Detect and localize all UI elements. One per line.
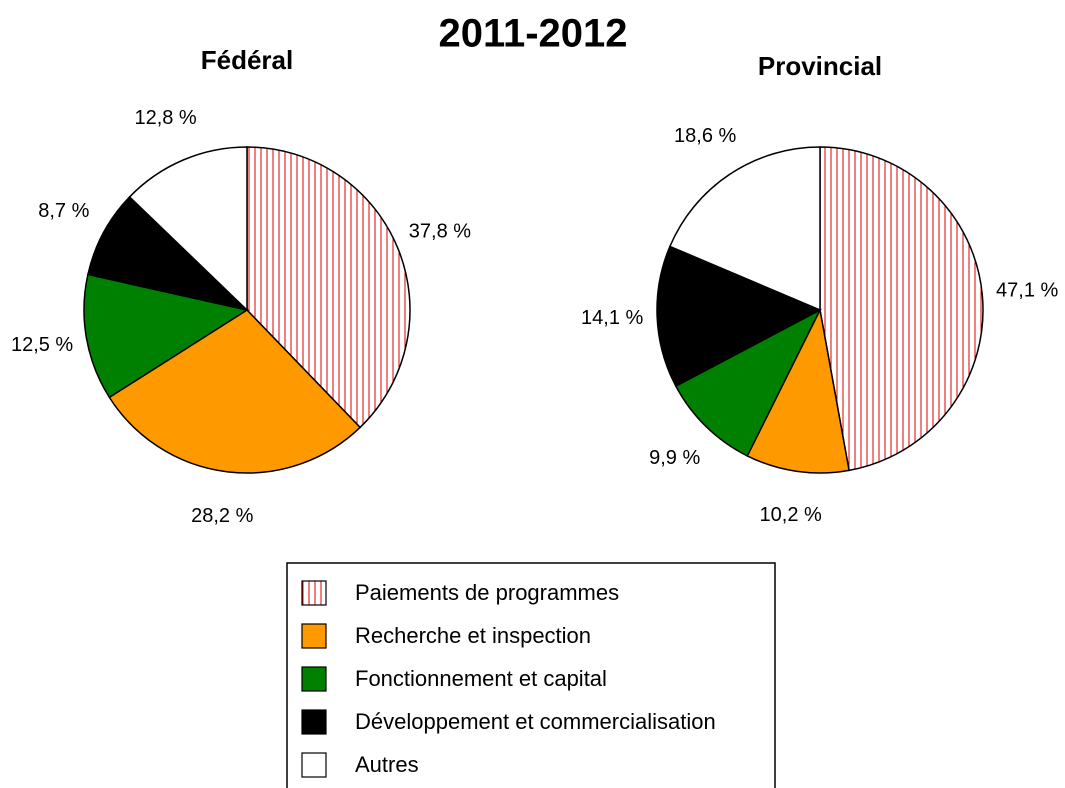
pie-slice <box>656 245 822 388</box>
legend-box <box>286 562 776 788</box>
legend-swatch <box>301 666 327 692</box>
legend-label: Fonctionnement et capital <box>355 666 607 691</box>
pie-slice <box>746 307 850 474</box>
slice-label: 8,7 % <box>38 200 89 222</box>
slice-label: 37,8 % <box>409 220 471 242</box>
slice-label: 12,5 % <box>11 334 73 356</box>
pie-slice <box>108 309 362 474</box>
slice-label: 28,2 % <box>191 505 253 527</box>
legend-label: Paiements de programmes <box>355 580 619 605</box>
pie-slice <box>83 273 249 399</box>
pie-title: Provincial <box>758 51 882 81</box>
legend-swatch <box>301 623 327 649</box>
slice-label: 10,2 % <box>760 504 822 526</box>
pie-slice <box>668 146 821 312</box>
slice-label: 9,9 % <box>649 447 700 469</box>
legend-swatch <box>301 752 327 778</box>
slice-label: 18,6 % <box>674 125 736 147</box>
legend-swatch <box>301 580 327 606</box>
pie-slice <box>246 146 411 429</box>
slice-label: 14,1 % <box>581 307 643 329</box>
pie-slice <box>87 195 250 312</box>
pie-slice <box>128 146 248 312</box>
pie-title: Fédéral <box>201 45 294 75</box>
legend-label: Développement et commercialisation <box>355 709 716 734</box>
chart-title: 2011-2012 <box>438 12 627 56</box>
legend-label: Recherche et inspection <box>355 623 591 648</box>
slice-label: 47,1 % <box>996 280 1058 302</box>
pie-slice <box>819 146 984 472</box>
legend-label: Autres <box>355 752 419 777</box>
slice-label: 12,8 % <box>134 107 196 129</box>
pie-slice <box>674 308 822 457</box>
legend-swatch <box>301 709 327 735</box>
